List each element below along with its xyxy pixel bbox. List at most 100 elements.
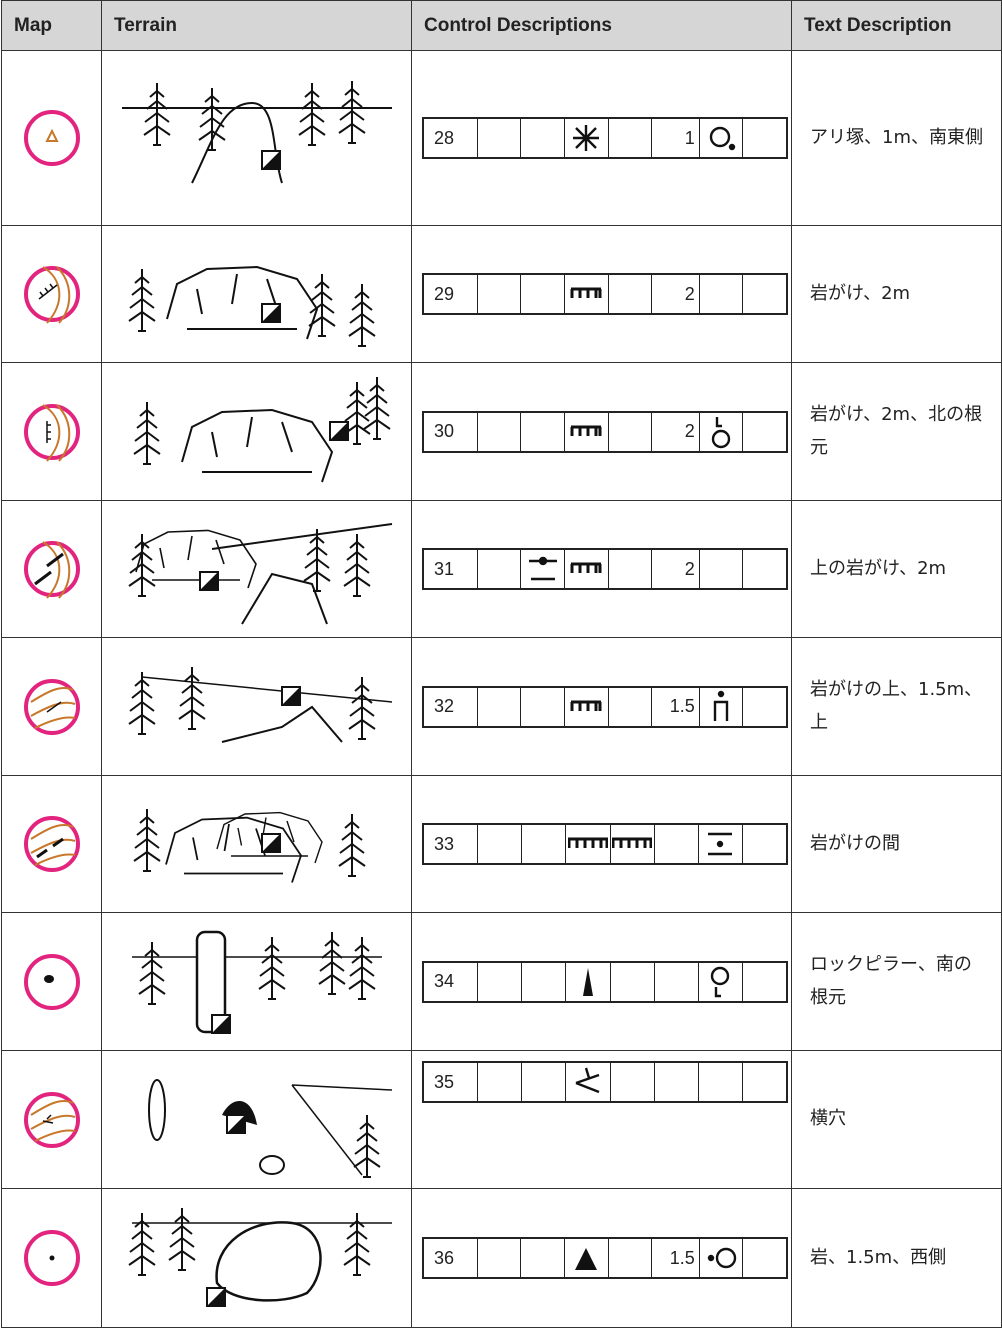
header-row: Map Terrain Control Descriptions Text De… <box>1 0 1002 51</box>
feature-symbol <box>575 1248 598 1270</box>
control-box <box>563 1239 608 1277</box>
control-box <box>653 825 698 863</box>
row: 36 1.5 岩、1.5m、西側 <box>1 1188 1002 1328</box>
location-symbol <box>709 126 736 151</box>
text-description: 岩がけの間 <box>791 775 1002 913</box>
control-cell: 36 1.5 <box>411 1188 792 1328</box>
location-symbol <box>707 1247 737 1269</box>
control-number: 32 <box>434 696 455 716</box>
dimension: 1.5 <box>651 687 699 726</box>
control-cell: 32 1.5 <box>411 637 792 776</box>
control-box <box>741 962 786 1001</box>
map-symbol <box>23 541 80 599</box>
row: 30 2 岩がけ、2m、北の根元 <box>1 362 1002 501</box>
row: 35 横穴 <box>1 1050 1002 1189</box>
map-symbol <box>23 1091 80 1148</box>
control-description: 35 <box>422 1061 788 1103</box>
control-box <box>563 119 608 157</box>
location-symbol <box>707 832 734 856</box>
text-description: 上の岩がけ、2m <box>791 500 1002 638</box>
control-box <box>742 119 786 157</box>
control-cell: 33 <box>411 775 792 913</box>
control-box <box>520 119 564 157</box>
control-box <box>520 275 564 313</box>
column-c-symbol <box>527 556 558 581</box>
control-box <box>698 550 743 588</box>
control-cell: 35 <box>411 1050 792 1189</box>
text-description: ロックピラー、南の根元 <box>791 912 1002 1051</box>
control-box <box>607 412 652 451</box>
control-number: 28 <box>434 127 455 148</box>
terrain-cell <box>101 1050 412 1189</box>
control-cell: 30 2 <box>411 362 792 501</box>
terrain-sketch <box>132 808 366 884</box>
control-box <box>521 962 565 1001</box>
control-box <box>742 275 786 313</box>
terrain-sketch <box>132 375 391 483</box>
control-box <box>565 1063 609 1101</box>
control-box <box>653 1063 698 1101</box>
map-cell <box>1 1188 102 1328</box>
control-box <box>697 825 742 863</box>
map-cell <box>1 50 102 226</box>
control-box <box>476 412 521 451</box>
control-box <box>742 1239 786 1277</box>
control-box <box>521 1063 565 1101</box>
map-cell <box>1 225 102 363</box>
terrain-sketch <box>131 930 382 1034</box>
control-box <box>563 550 608 588</box>
feature-symbol <box>569 562 603 575</box>
control-box <box>520 550 564 588</box>
map-symbol <box>23 1230 80 1286</box>
map-cell <box>1 362 102 501</box>
control-box <box>520 412 564 451</box>
control-box <box>607 119 652 157</box>
control-box <box>741 825 786 863</box>
dimension: 1.5 <box>651 1239 699 1277</box>
column-header: Control Descriptions <box>411 0 792 51</box>
control-description: 34 <box>422 960 788 1003</box>
dimension: 1 <box>651 119 699 157</box>
control-box <box>477 962 521 1001</box>
control-box <box>609 962 654 1001</box>
control-box <box>477 1063 521 1101</box>
dimension: 2 <box>651 412 699 451</box>
control-description: 36 1.5 <box>422 1237 788 1279</box>
control-number: 35 <box>434 1071 455 1092</box>
terrain-sketch <box>147 1078 392 1178</box>
control-cell: 29 2 <box>411 225 792 363</box>
control-number: 29 <box>434 283 455 304</box>
row: 31 2 上の岩がけ、2m <box>1 500 1002 638</box>
location-symbol <box>713 690 729 722</box>
control-box <box>565 825 609 863</box>
terrain-cell <box>101 775 412 913</box>
row: 32 1.5 岩がけの上、1.5m、上 <box>1 637 1002 776</box>
control-number: 30 <box>434 421 455 441</box>
map-symbol <box>23 403 80 462</box>
control-box <box>565 962 609 1001</box>
row: 33 岩がけの間 <box>1 775 1002 913</box>
control-box <box>742 412 786 451</box>
terrain-cell <box>101 225 412 363</box>
control-box <box>653 962 698 1001</box>
control-box <box>476 119 521 157</box>
control-number: 36 <box>434 1247 455 1268</box>
location-symbol <box>711 966 730 997</box>
control-box <box>698 687 743 726</box>
control-box <box>563 412 608 451</box>
terrain-cell <box>101 637 412 776</box>
text-description: 岩がけ、2m <box>791 225 1002 363</box>
control-box <box>698 412 743 451</box>
location-symbol <box>711 415 731 448</box>
column-header: Map <box>1 0 102 51</box>
feature-symbol <box>571 123 601 153</box>
text-description: アリ塚、1m、南東側 <box>791 50 1002 226</box>
terrain-sketch <box>127 665 392 743</box>
terrain-sketch <box>127 266 376 347</box>
map-cell <box>1 1050 102 1189</box>
map-cell <box>1 500 102 638</box>
map-symbol <box>23 266 80 324</box>
map-cell <box>1 775 102 913</box>
